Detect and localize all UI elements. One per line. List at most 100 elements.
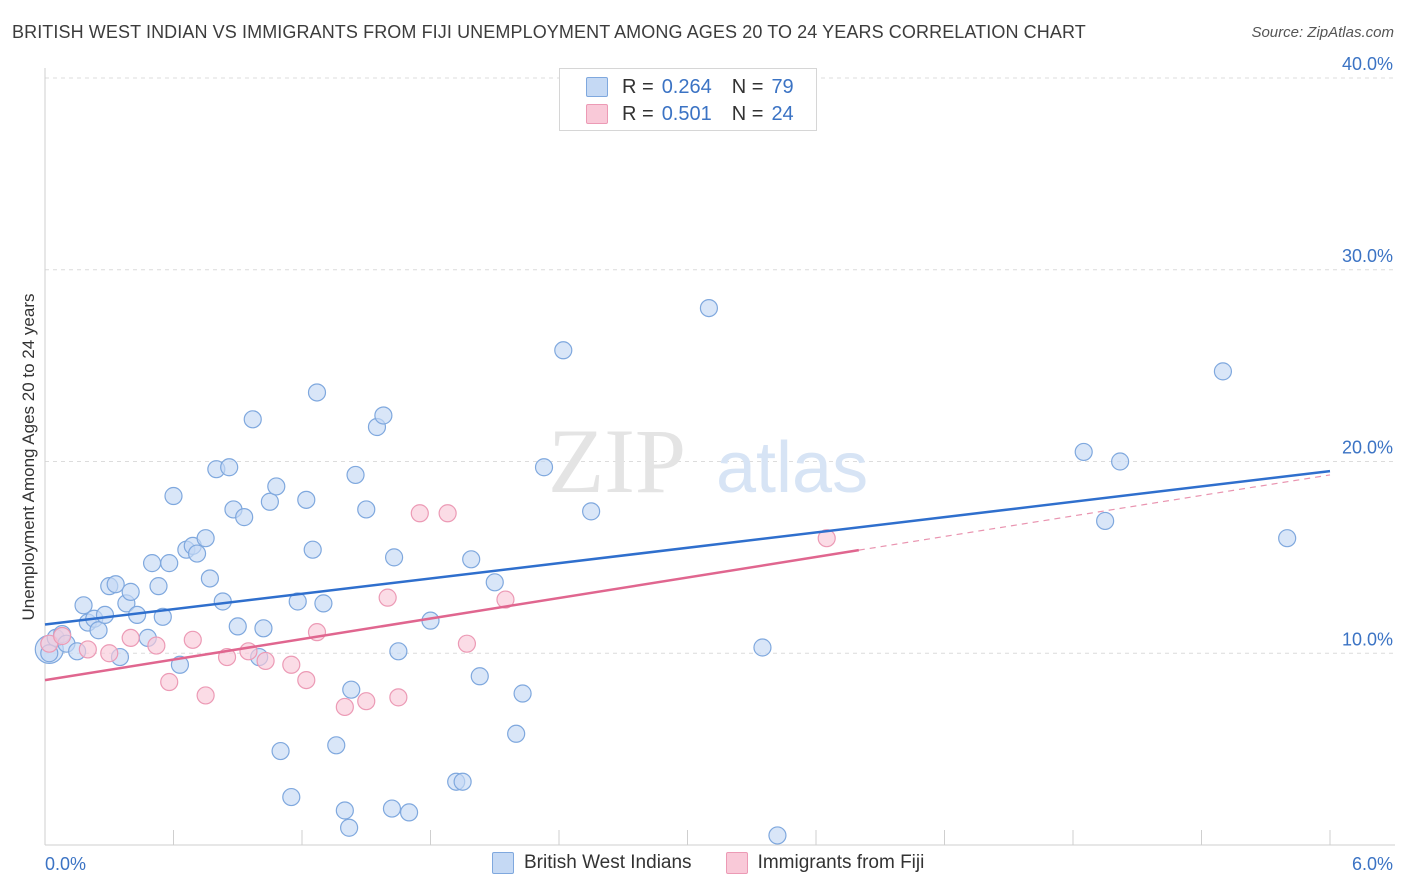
legend-r-label: R =	[622, 75, 654, 98]
trend-line-dashed	[858, 474, 1331, 551]
point-british-west-indians	[582, 502, 601, 521]
point-british-west-indians	[121, 582, 140, 601]
point-british-west-indians	[1213, 362, 1233, 381]
tick-labels: 10.0% 20.0% 30.0% 40.0% 0.0% 6.0%	[45, 54, 1393, 874]
point-british-west-indians	[768, 826, 787, 845]
point-british-west-indians	[335, 801, 354, 820]
point-british-west-indians	[554, 341, 573, 360]
legend-n-label: N =	[731, 102, 764, 125]
point-british-west-indians	[254, 619, 273, 638]
point-british-west-indians	[389, 642, 408, 661]
point-immigrants-from-fiji	[121, 628, 140, 648]
point-british-west-indians	[753, 638, 772, 657]
stats-legend: R = 0.264 N = 79 R = 0.501 N = 24	[559, 68, 817, 131]
point-british-west-indians	[340, 818, 359, 837]
point-british-west-indians	[382, 799, 402, 818]
point-immigrants-from-fiji	[817, 529, 836, 548]
axes	[44, 68, 1395, 846]
point-immigrants-from-fiji	[297, 670, 316, 690]
point-british-west-indians	[160, 554, 179, 573]
point-british-west-indians	[462, 550, 481, 569]
y-tick-label: 30.0%	[1342, 246, 1393, 266]
point-british-west-indians	[282, 787, 301, 807]
legend-swatch-blue	[586, 77, 608, 97]
point-british-west-indians	[327, 736, 346, 755]
point-british-west-indians	[196, 529, 215, 548]
legend-swatch-pink	[586, 104, 608, 124]
point-immigrants-from-fiji	[438, 504, 457, 523]
x-tick-label: 6.0%	[1352, 854, 1393, 874]
point-british-west-indians	[1111, 452, 1130, 471]
legend-label: British West Indians	[524, 852, 692, 873]
points	[34, 111, 1297, 845]
legend-row-pink: R = 0.501 N = 24	[586, 102, 794, 126]
point-immigrants-from-fiji	[196, 686, 215, 705]
point-british-west-indians	[74, 596, 93, 615]
point-british-west-indians	[513, 684, 532, 703]
legend-swatch-pink	[725, 852, 748, 874]
point-british-west-indians	[346, 465, 365, 485]
x-tick-label: 0.0%	[45, 854, 86, 874]
point-british-west-indians	[342, 680, 361, 699]
y-tick-label: 10.0%	[1342, 629, 1393, 649]
point-british-west-indians	[235, 508, 254, 527]
point-immigrants-from-fiji	[147, 636, 166, 655]
point-british-west-indians	[164, 486, 183, 506]
point-british-west-indians	[699, 299, 719, 318]
point-british-west-indians	[95, 605, 115, 625]
point-british-west-indians	[271, 741, 290, 761]
trend-line-solid	[44, 469, 1331, 626]
point-british-west-indians	[243, 410, 262, 429]
legend-item-immigrants-from-fiji: Immigrants from Fiji	[725, 852, 925, 874]
point-british-west-indians	[267, 477, 286, 496]
point-british-west-indians	[399, 803, 419, 822]
point-british-west-indians	[220, 458, 239, 477]
legend-swatch-blue	[492, 852, 514, 874]
point-immigrants-from-fiji	[357, 692, 376, 711]
point-british-west-indians	[307, 383, 327, 402]
point-british-west-indians	[303, 540, 322, 559]
point-british-west-indians	[314, 594, 333, 613]
point-british-west-indians	[534, 458, 554, 477]
grid	[45, 77, 1395, 654]
point-british-west-indians	[357, 500, 376, 519]
source-credit: Source: ZipAtlas.com	[1251, 24, 1394, 41]
point-immigrants-from-fiji	[378, 588, 397, 607]
point-british-west-indians	[260, 492, 279, 511]
point-british-west-indians	[200, 569, 220, 588]
point-british-west-indians	[470, 667, 489, 686]
legend-n-label: N =	[731, 75, 764, 98]
watermark-atlas: atlas	[716, 428, 868, 508]
legend-label: Immigrants from Fiji	[757, 852, 925, 873]
point-british-west-indians	[288, 592, 307, 611]
watermark: ZIP atlas	[548, 410, 868, 512]
point-british-west-indians	[374, 406, 393, 425]
chart-title: BRITISH WEST INDIAN VS IMMIGRANTS FROM F…	[12, 22, 1086, 42]
point-immigrants-from-fiji	[160, 672, 179, 692]
point-british-west-indians	[1096, 511, 1115, 531]
point-british-west-indians	[149, 577, 168, 596]
point-immigrants-from-fiji	[335, 697, 354, 717]
point-british-west-indians	[170, 655, 190, 674]
legend-item-british-west-indians: British West Indians	[492, 852, 692, 874]
legend-r-value: 0.264	[661, 75, 712, 98]
trend-lines	[44, 469, 1331, 682]
point-british-west-indians	[297, 490, 316, 509]
y-axis-label: Unemployment Among Ages 20 to 24 years	[19, 294, 38, 621]
trend-line-solid	[44, 548, 860, 682]
watermark-zip: ZIP	[548, 410, 686, 512]
point-immigrants-from-fiji	[239, 642, 258, 661]
point-immigrants-from-fiji	[53, 626, 72, 646]
point-immigrants-from-fiji	[256, 651, 275, 671]
legend-n-value: 24	[771, 102, 794, 125]
point-immigrants-from-fiji	[457, 634, 477, 653]
point-immigrants-from-fiji	[496, 590, 515, 609]
y-tick-label: 40.0%	[1342, 54, 1393, 74]
point-immigrants-from-fiji	[410, 504, 429, 523]
point-immigrants-from-fiji	[183, 630, 202, 649]
point-british-west-indians	[453, 772, 472, 791]
point-british-west-indians	[228, 617, 247, 636]
legend-n-value: 79	[771, 75, 794, 98]
y-tick-label: 20.0%	[1342, 438, 1393, 458]
point-immigrants-from-fiji	[389, 688, 408, 707]
